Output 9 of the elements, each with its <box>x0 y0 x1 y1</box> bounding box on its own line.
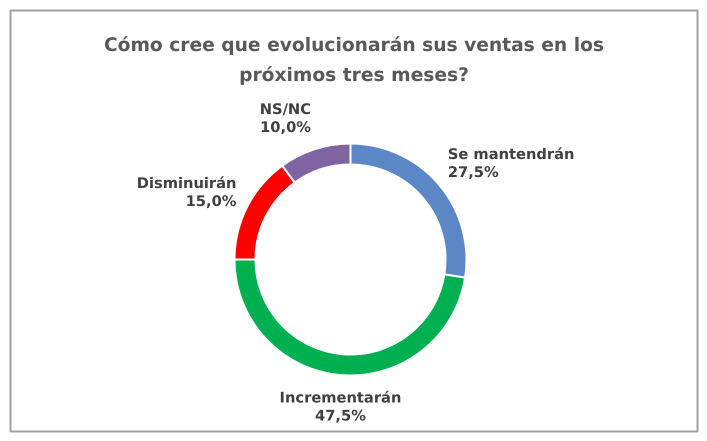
data-label: 10,0% <box>260 119 312 136</box>
slice-label: Incrementarán <box>280 390 402 407</box>
data-label: 15,0% <box>186 192 237 210</box>
data-label: 47,5% <box>315 408 366 425</box>
chart-title: Cómo cree que evolucionarán sus ventas en los próximos tres meses? <box>104 35 604 86</box>
data-label: 27,5% <box>448 164 499 181</box>
slice-label: Disminuirán <box>136 174 236 192</box>
slice-label: Se mantendrán <box>448 146 574 163</box>
slice-label: NS/NC <box>260 101 311 118</box>
